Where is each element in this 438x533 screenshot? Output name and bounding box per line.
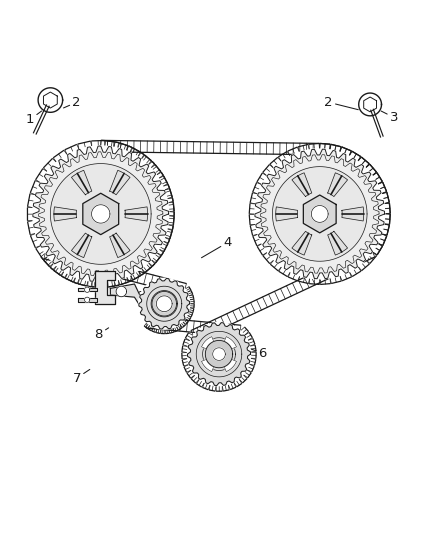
Polygon shape [359, 93, 381, 116]
Polygon shape [54, 207, 77, 221]
Polygon shape [224, 337, 237, 349]
Polygon shape [110, 171, 130, 195]
Polygon shape [95, 271, 115, 304]
Polygon shape [187, 322, 251, 386]
Polygon shape [342, 207, 364, 221]
Polygon shape [71, 233, 92, 257]
Polygon shape [50, 164, 151, 264]
Polygon shape [33, 146, 169, 282]
Polygon shape [83, 193, 119, 235]
Text: 9: 9 [136, 290, 152, 303]
Polygon shape [110, 284, 141, 308]
Text: 6: 6 [243, 346, 267, 360]
Polygon shape [85, 297, 90, 302]
Polygon shape [156, 296, 172, 312]
Polygon shape [33, 146, 169, 282]
Polygon shape [71, 171, 92, 195]
Polygon shape [203, 338, 235, 370]
Polygon shape [205, 341, 233, 368]
Polygon shape [255, 149, 385, 279]
Text: 2: 2 [324, 96, 358, 110]
Polygon shape [201, 359, 214, 372]
Polygon shape [201, 337, 214, 349]
Polygon shape [311, 206, 328, 222]
Text: 1: 1 [25, 111, 42, 126]
Polygon shape [187, 322, 251, 385]
Text: 5: 5 [99, 264, 112, 278]
Text: 3: 3 [381, 111, 399, 124]
Polygon shape [272, 167, 367, 261]
Text: 2: 2 [64, 96, 81, 109]
Polygon shape [116, 286, 127, 297]
Polygon shape [255, 149, 385, 279]
Polygon shape [78, 288, 97, 292]
Polygon shape [38, 88, 63, 112]
Polygon shape [85, 287, 90, 292]
Polygon shape [125, 207, 148, 221]
Polygon shape [328, 173, 348, 197]
Polygon shape [292, 231, 312, 255]
Text: 5: 5 [302, 264, 315, 278]
Polygon shape [276, 207, 297, 221]
Text: 7: 7 [72, 369, 90, 385]
Polygon shape [139, 278, 190, 329]
Polygon shape [139, 278, 190, 329]
Polygon shape [78, 298, 97, 302]
Polygon shape [292, 173, 312, 197]
Polygon shape [92, 205, 110, 223]
Polygon shape [151, 290, 177, 317]
Polygon shape [110, 233, 130, 257]
Polygon shape [328, 231, 348, 255]
Polygon shape [224, 359, 237, 372]
Polygon shape [213, 348, 225, 360]
Polygon shape [304, 195, 336, 233]
Text: 4: 4 [201, 236, 232, 258]
Text: 8: 8 [94, 328, 109, 341]
